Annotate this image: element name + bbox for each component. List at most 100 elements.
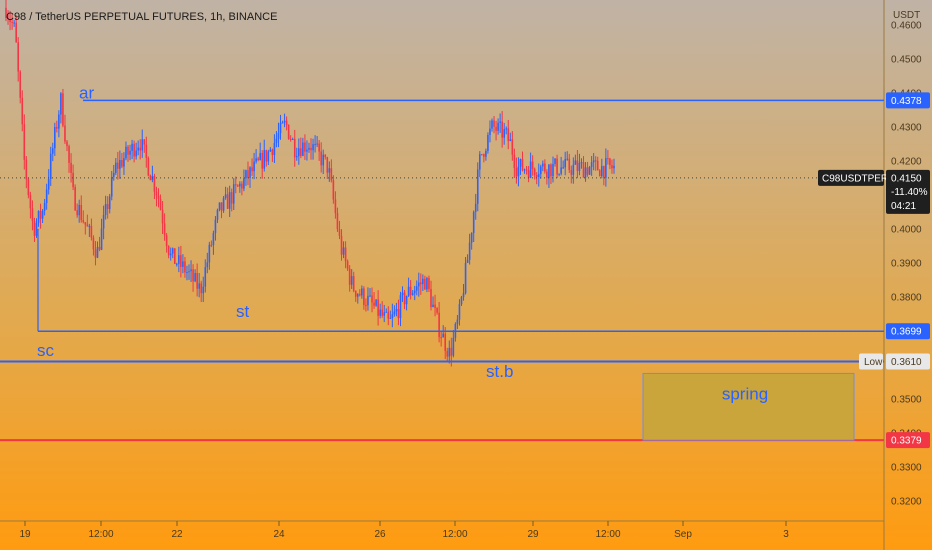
candle-body bbox=[25, 159, 28, 180]
candle-body bbox=[356, 294, 359, 297]
candle-body bbox=[537, 174, 540, 177]
candle-body bbox=[395, 309, 398, 312]
badge-level-high[interactable]: 0.4378 bbox=[886, 92, 930, 109]
chart-title: C98 / TetherUS PERPETUAL FUTURES, 1h, BI… bbox=[6, 11, 277, 23]
candle-body bbox=[389, 318, 392, 320]
candle-body bbox=[245, 170, 247, 179]
badge-range-low[interactable]: 0.3699 bbox=[886, 323, 930, 340]
candle-body bbox=[212, 233, 215, 246]
candle-body bbox=[338, 229, 341, 236]
candle-body bbox=[110, 177, 113, 197]
candle-body bbox=[241, 183, 243, 189]
candle-body bbox=[491, 120, 493, 129]
price-tick-label: 0.4600 bbox=[891, 20, 922, 31]
candle-body bbox=[430, 288, 432, 308]
candle-body bbox=[302, 142, 304, 156]
candle-body bbox=[367, 295, 369, 306]
candle-body bbox=[106, 204, 109, 210]
candle-body bbox=[155, 191, 158, 196]
candle-body bbox=[458, 304, 461, 320]
candle-body bbox=[123, 158, 125, 167]
candle-body bbox=[98, 246, 101, 250]
candle-body bbox=[499, 121, 501, 123]
candle-body bbox=[521, 159, 524, 171]
candle-body bbox=[517, 166, 520, 177]
candle-body bbox=[401, 292, 404, 296]
candle-body bbox=[495, 126, 497, 131]
candle-body bbox=[393, 311, 396, 315]
candle-body bbox=[603, 166, 605, 178]
candle-body bbox=[100, 228, 103, 250]
candle-body bbox=[546, 171, 548, 178]
candle-body bbox=[54, 127, 56, 149]
time-tick-label: 22 bbox=[171, 529, 183, 540]
candle-body bbox=[350, 276, 353, 285]
badge-low[interactable]: Low 0.3610 bbox=[859, 353, 930, 370]
candle-body bbox=[409, 286, 412, 295]
candle-body bbox=[29, 195, 32, 209]
candle-body bbox=[489, 128, 491, 135]
candle-body bbox=[173, 248, 176, 265]
candle-body bbox=[234, 184, 237, 186]
candle-body bbox=[568, 158, 571, 171]
candle-body bbox=[102, 215, 105, 229]
candle-body bbox=[407, 286, 410, 297]
candle-body bbox=[470, 232, 473, 243]
spring-box[interactable] bbox=[642, 372, 855, 441]
candle-body bbox=[373, 302, 375, 306]
candle-body bbox=[129, 150, 131, 155]
candle-body bbox=[291, 138, 294, 140]
candle-body bbox=[377, 299, 379, 316]
last-price-value: 0.4150 bbox=[891, 173, 922, 184]
candle-body bbox=[255, 158, 257, 162]
price-tick-label: 0.3900 bbox=[891, 258, 922, 269]
candle-body bbox=[334, 199, 337, 214]
candle-body bbox=[74, 187, 76, 211]
candle-body bbox=[273, 143, 276, 156]
candle-body bbox=[420, 282, 422, 285]
price-tick-label: 0.3300 bbox=[891, 462, 922, 473]
last-price-change: -11.40% bbox=[891, 187, 928, 198]
price-tick-label: 0.3800 bbox=[891, 292, 922, 303]
last-price-badge[interactable]: C98USDTPERP 0.4150 -11.40% 04:21 bbox=[818, 169, 930, 214]
candle-body bbox=[328, 168, 331, 173]
candle-body bbox=[295, 156, 298, 158]
candle-body bbox=[285, 120, 288, 125]
time-tick-label: 19 bbox=[19, 529, 31, 540]
candle-body bbox=[300, 148, 302, 156]
candle-body bbox=[478, 154, 481, 170]
price-tick-label: 0.4200 bbox=[891, 156, 922, 167]
candle-body bbox=[460, 297, 463, 305]
candle-body bbox=[96, 246, 99, 258]
candle-body bbox=[147, 157, 150, 176]
badge-low-value-text: 0.3610 bbox=[891, 357, 922, 368]
candle-body bbox=[214, 219, 217, 234]
candle-body bbox=[316, 143, 318, 145]
candle-body bbox=[226, 194, 229, 209]
candle-body bbox=[354, 290, 357, 297]
candle-body bbox=[308, 147, 310, 150]
candle-body bbox=[503, 129, 505, 138]
time-axis[interactable]: 19 12:00 22 24 26 12:00 29 12:00 Sep 3 bbox=[19, 521, 789, 540]
candle-body bbox=[119, 160, 121, 169]
candle-body bbox=[127, 146, 129, 155]
badge-support[interactable]: 0.3379 bbox=[886, 432, 930, 449]
candle-body bbox=[188, 271, 190, 273]
candle-body bbox=[582, 162, 585, 178]
badge-range-low-text: 0.3699 bbox=[891, 327, 922, 338]
candle-body bbox=[548, 164, 550, 178]
candle-body bbox=[344, 247, 347, 262]
candle-body bbox=[239, 183, 241, 187]
candle-body bbox=[141, 139, 144, 151]
candle-body bbox=[64, 125, 66, 142]
candle-body bbox=[310, 147, 312, 151]
candle-body bbox=[200, 283, 203, 294]
candle-body bbox=[312, 144, 314, 151]
candle-body bbox=[558, 173, 560, 175]
candle-body bbox=[23, 124, 26, 160]
candle-body bbox=[576, 160, 579, 171]
candle-body bbox=[76, 210, 78, 216]
candle-body bbox=[232, 184, 235, 204]
candle-body bbox=[515, 167, 518, 177]
